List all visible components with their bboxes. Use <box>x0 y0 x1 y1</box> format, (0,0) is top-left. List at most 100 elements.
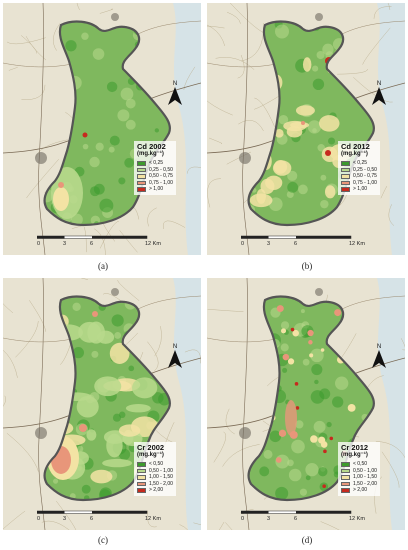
legend-item: 1,50 - 2,00 <box>341 481 377 488</box>
concentration-patch <box>118 424 141 437</box>
concentration-patch <box>89 156 100 168</box>
topo-line <box>375 441 405 459</box>
concentration-patch <box>312 65 319 72</box>
concentration-patch <box>285 400 297 436</box>
legend-item: < 0,25 <box>137 160 173 167</box>
legend-label: 1,00 - 1,50 <box>149 474 173 481</box>
concentration-patch <box>109 342 130 364</box>
legend-label: 0,75 - 1,00 <box>149 179 173 186</box>
topo-line <box>80 278 89 280</box>
concentration-patch <box>313 420 326 433</box>
topo-line <box>3 510 26 530</box>
topo-line <box>56 500 77 530</box>
concentration-patch <box>347 403 356 412</box>
concentration-patch <box>280 343 289 352</box>
concentration-patch <box>53 187 69 211</box>
concentration-patch <box>71 213 83 225</box>
concentration-patch <box>302 57 312 72</box>
concentration-patch <box>328 137 336 145</box>
concentration-patch <box>320 174 327 181</box>
topo-line <box>225 522 233 530</box>
concentration-patch <box>307 329 314 337</box>
legend-label: 0,50 - 0,75 <box>149 173 173 180</box>
concentration-patch <box>319 115 340 132</box>
concentration-patch <box>249 193 273 208</box>
topo-line <box>76 3 81 11</box>
city-marker <box>315 13 323 21</box>
legend: Cr 2002 (mg.kg⁻¹) < 0,50 0,50 - 1,00 1,00 … <box>134 442 176 496</box>
scale-tick: 3 <box>63 516 67 522</box>
topo-line <box>207 25 225 29</box>
topo-line <box>6 37 46 45</box>
scale-tick: 3 <box>63 241 67 247</box>
legend-item: 1,50 - 2,00 <box>137 481 173 488</box>
legend-swatch <box>137 475 146 480</box>
topo-line <box>387 3 391 10</box>
topo-line <box>238 120 264 132</box>
concentration-patch <box>316 50 325 60</box>
legend-item: < 0,25 <box>341 160 377 167</box>
legend-item: 0,50 - 0,75 <box>341 173 377 180</box>
concentration-patch <box>95 142 104 151</box>
legend: Cr 2012 (mg.kg⁻¹) < 0,50 0,50 - 1,00 1,00 … <box>338 442 380 496</box>
concentration-patch <box>128 365 135 372</box>
concentration-patch <box>154 128 160 133</box>
city-marker <box>35 427 47 439</box>
concentration-patch <box>275 486 289 500</box>
map-b <box>207 3 405 255</box>
concentration-patch <box>286 191 294 199</box>
concentration-patch <box>76 395 99 418</box>
concentration-patch <box>318 467 328 477</box>
concentration-patch <box>300 309 305 314</box>
city-marker <box>111 288 119 296</box>
scale-tick: 3 <box>267 241 271 247</box>
concentration-patch <box>278 115 289 125</box>
legend-swatch <box>137 167 146 172</box>
concentration-patch <box>320 199 329 209</box>
topo-line <box>3 303 14 314</box>
topo-line <box>254 97 275 127</box>
concentration-patch <box>310 390 325 404</box>
topo-line <box>226 151 252 165</box>
legend-unit: (mg.kg⁻¹) <box>341 452 368 458</box>
legend-label: > 2,00 <box>149 487 164 494</box>
legend-label: 1,50 - 2,00 <box>149 480 173 487</box>
legend-label: > 1,00 <box>353 186 368 193</box>
concentration-patch <box>260 178 275 195</box>
topo-line <box>15 321 39 358</box>
concentration-patch <box>124 157 135 168</box>
topo-line <box>179 524 189 530</box>
topo-line <box>237 54 245 79</box>
legend-unit: (mg.kg⁻¹) <box>137 151 164 157</box>
topo-line <box>381 451 400 488</box>
legend-title: Cd 2002 <box>137 142 166 151</box>
panel-b: N Cd 2012 (mg.kg⁻¹) < 0,25 0,25 - 0,50 0,5… <box>207 3 405 255</box>
legend-label: < 0,25 <box>149 160 164 167</box>
concentration-patch <box>329 436 334 441</box>
legend-label: > 2,00 <box>353 487 368 494</box>
legend-label: < 0,50 <box>353 461 368 468</box>
topo-line <box>218 521 225 530</box>
concentration-patch <box>273 160 288 174</box>
scale-tick: 6 <box>90 516 94 522</box>
scale-bar: 0 3 6 12 Km <box>37 510 177 523</box>
concentration-patch <box>263 449 273 459</box>
concentration-patch <box>125 98 136 109</box>
concentration-patch <box>77 445 84 452</box>
north-label: N <box>172 81 178 87</box>
legend-item: 0,75 - 1,00 <box>137 180 173 187</box>
concentration-patch <box>72 347 85 359</box>
topo-line <box>184 349 201 364</box>
scale-tick: 0 <box>241 516 245 522</box>
concentration-patch <box>65 40 77 52</box>
legend-item: 0,75 - 1,00 <box>341 180 377 187</box>
scale-bar: 0 3 6 12 Km <box>241 510 381 523</box>
legend-item: < 0,50 <box>341 461 377 468</box>
concentration-patch <box>125 119 136 130</box>
concentration-patch <box>326 421 332 428</box>
concentration-patch <box>276 305 284 313</box>
city-marker <box>239 427 251 439</box>
coastline <box>173 278 201 530</box>
legend-swatch <box>137 174 146 179</box>
north-label: N <box>376 81 382 87</box>
